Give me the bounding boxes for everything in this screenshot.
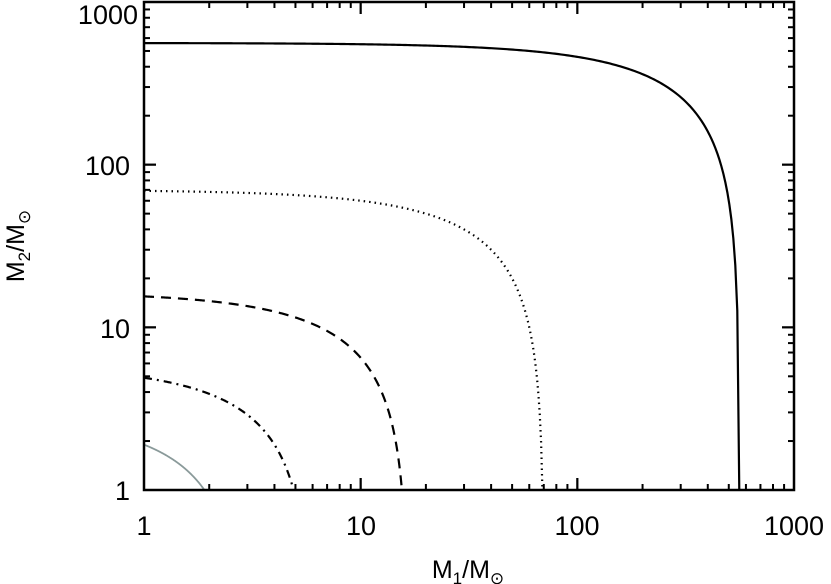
ticks [143, 1, 795, 491]
series-dash-dot [143, 376, 295, 491]
y-tick-labels: 1 10 100 1000 [78, 0, 138, 506]
x-tick-label: 100 [554, 511, 599, 541]
series-solid [144, 41, 741, 491]
x-tick-label: 1000 [764, 511, 824, 541]
y-tick-label: 1000 [78, 0, 138, 30]
y-tick-label: 100 [85, 151, 130, 181]
y-axis-title: M2/M⊙ [2, 210, 34, 282]
curves [143, 41, 741, 491]
series-dashed [143, 295, 404, 491]
x-tick-labels: 1 10 100 1000 [136, 511, 824, 541]
x-axis-title: M1/M⊙ [432, 556, 504, 584]
series-gray-solid [143, 443, 206, 491]
x-tick-label: 1 [136, 511, 151, 541]
x-tick-label: 10 [346, 511, 376, 541]
y-tick-label: 1 [115, 476, 130, 506]
plot-frame [142, 0, 796, 492]
y-tick-label: 10 [100, 314, 130, 344]
series-dotted [143, 189, 544, 491]
